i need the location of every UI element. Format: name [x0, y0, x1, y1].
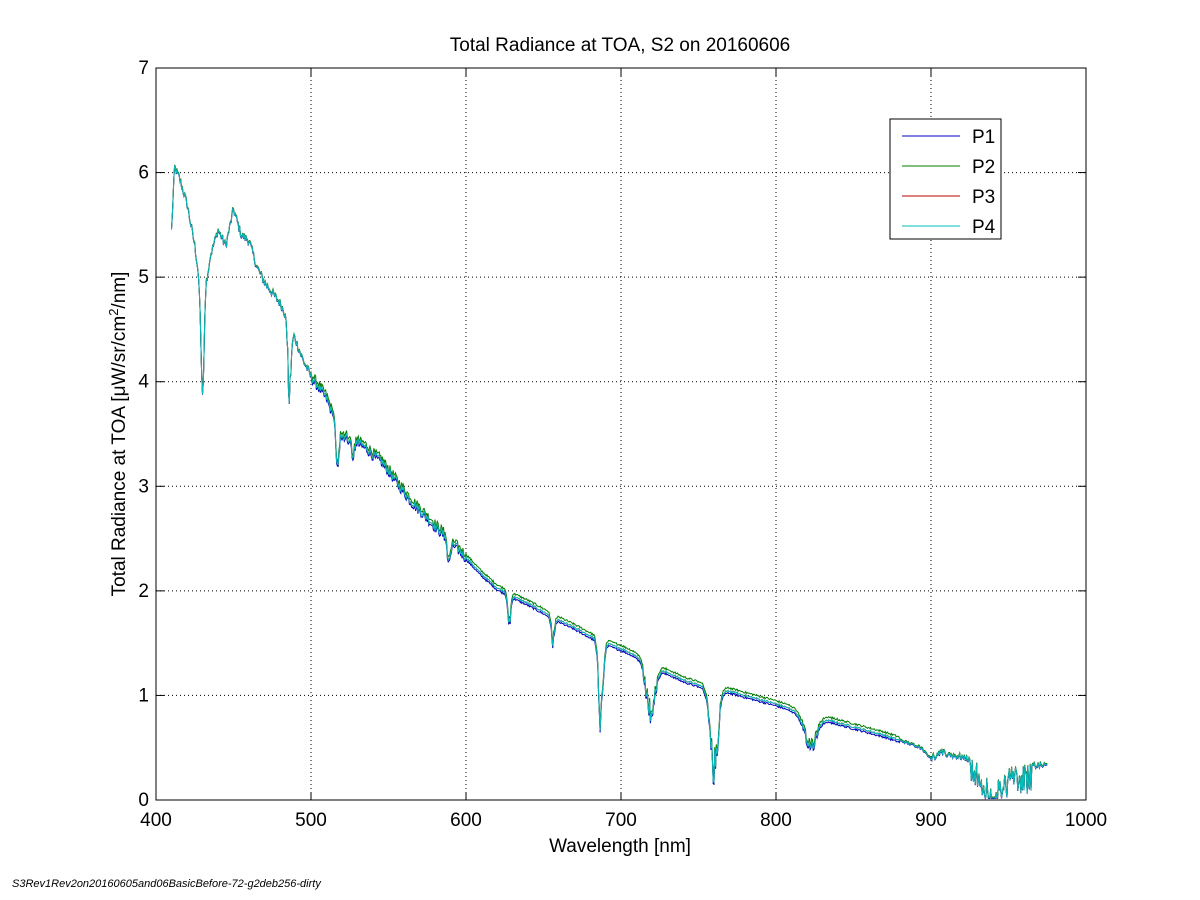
legend-box: [889, 118, 1002, 240]
y-tick-label: 5: [138, 267, 149, 288]
series-line-p1: [171, 166, 1048, 801]
y-tick-label: 7: [138, 58, 149, 79]
x-tick-label: 600: [450, 810, 482, 831]
legend: P1 P2 P3 P4: [889, 118, 1002, 240]
x-axis-label: Wavelength [nm]: [549, 836, 691, 857]
y-tick-labels: 0 1 2 3 4 5 6 7: [138, 58, 149, 811]
x-tick-label: 700: [605, 810, 637, 831]
y-tick-label: 3: [138, 476, 149, 497]
series-line-p4: [171, 165, 1048, 800]
y-axis-label-part1: Total Radiance at TOA [: [109, 396, 130, 597]
series-line-p2: [171, 164, 1048, 799]
x-tick-label: 1000: [1065, 810, 1107, 831]
y-axis-label-part2: W/sr/cm: [109, 316, 130, 386]
y-axis-label: Total Radiance at TOA [μW/sr/cm2/nm]: [106, 272, 130, 597]
chart-title: Total Radiance at TOA, S2 on 20160606: [450, 35, 791, 56]
grid: [156, 68, 1086, 800]
legend-label-p4: P4: [972, 217, 996, 238]
y-axis-label-part3: /nm]: [109, 272, 130, 309]
legend-label-p3: P3: [972, 187, 995, 208]
x-tick-label: 400: [140, 810, 172, 831]
y-tick-label: 1: [138, 685, 149, 706]
y-axis-label-mu: μ: [109, 385, 130, 396]
legend-label-p1: P1: [972, 127, 995, 148]
footer-text: S3Rev1Rev2on20160605and06BasicBefore-72-…: [12, 878, 321, 890]
y-axis-label-superscript: 2: [106, 309, 121, 316]
series-lines: [171, 164, 1048, 801]
x-tick-labels: 400 500 600 700 800 900 1000: [140, 810, 1107, 831]
y-tick-label: 4: [138, 372, 149, 393]
y-tick-label: 2: [138, 581, 149, 602]
x-tick-label: 900: [915, 810, 947, 831]
legend-label-p2: P2: [972, 157, 995, 178]
x-tick-label: 500: [295, 810, 327, 831]
ticks: [155, 67, 1087, 801]
y-tick-label: 6: [138, 163, 149, 184]
x-tick-label: 800: [760, 810, 792, 831]
y-tick-label: 0: [138, 790, 149, 811]
